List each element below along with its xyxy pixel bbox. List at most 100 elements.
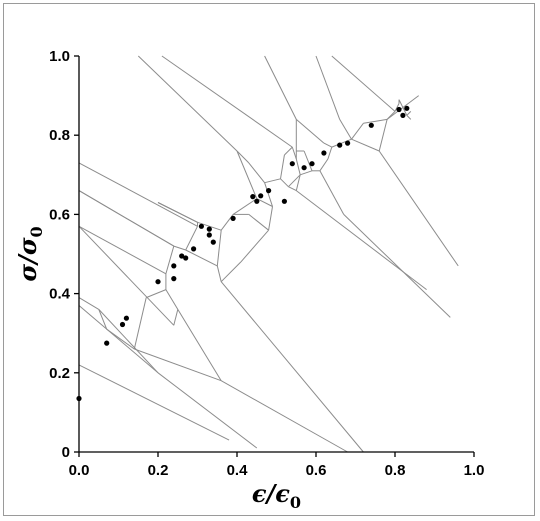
voronoi-edge bbox=[78, 162, 198, 227]
voronoi-edge bbox=[98, 309, 159, 374]
voronoi-edge bbox=[331, 138, 352, 148]
voronoi-edge bbox=[173, 309, 179, 326]
voronoi-edge bbox=[319, 170, 345, 215]
data-points bbox=[76, 105, 410, 402]
voronoi-edge bbox=[232, 198, 258, 215]
voronoi-edge bbox=[216, 265, 222, 282]
voronoi-edge bbox=[319, 158, 329, 172]
data-point bbox=[191, 246, 197, 252]
voronoi-edge bbox=[161, 55, 293, 148]
voronoi-edge bbox=[351, 138, 380, 152]
data-point bbox=[404, 105, 410, 111]
data-point bbox=[76, 395, 82, 402]
data-point bbox=[309, 161, 315, 167]
voronoi-edge bbox=[264, 178, 281, 184]
voronoi-edge bbox=[157, 202, 198, 223]
voronoi-edge bbox=[386, 95, 420, 120]
voronoi-edge bbox=[137, 55, 238, 152]
data-point bbox=[368, 122, 374, 128]
chart-frame bbox=[3, 3, 535, 516]
voronoi-edge bbox=[264, 182, 273, 207]
voronoi-edge bbox=[78, 364, 230, 441]
x-tick-label: 0.0 bbox=[69, 462, 90, 479]
voronoi-edge bbox=[394, 103, 400, 112]
data-point bbox=[104, 340, 110, 346]
voronoi-edge bbox=[378, 119, 388, 152]
voronoi-edge bbox=[177, 309, 222, 381]
voronoi-edge bbox=[157, 372, 258, 449]
voronoi-edge bbox=[216, 230, 222, 266]
voronoi-edge bbox=[173, 245, 186, 251]
voronoi-edge bbox=[406, 115, 412, 120]
voronoi-edge bbox=[98, 309, 108, 330]
voronoi-edge bbox=[165, 289, 179, 310]
data-point bbox=[230, 215, 236, 221]
y-tick-label: 0.6 bbox=[49, 206, 70, 223]
voronoi-edge bbox=[248, 214, 269, 231]
voronoi-edge bbox=[78, 225, 175, 326]
voronoi-edge bbox=[343, 214, 451, 318]
x-tick-label: 0.4 bbox=[227, 462, 249, 479]
voronoi-edge bbox=[236, 150, 250, 164]
data-point bbox=[400, 112, 406, 118]
data-point bbox=[250, 194, 256, 200]
data-point bbox=[179, 253, 185, 259]
voronoi-edge bbox=[280, 154, 285, 179]
data-point bbox=[345, 140, 351, 146]
data-point bbox=[266, 188, 272, 194]
voronoi-edge bbox=[303, 150, 313, 171]
voronoi-edge bbox=[165, 245, 175, 274]
data-point bbox=[210, 239, 216, 245]
data-point bbox=[254, 198, 260, 204]
voronoi-edge bbox=[220, 380, 348, 453]
voronoi-edge bbox=[78, 190, 175, 247]
voronoi-edge bbox=[327, 146, 333, 160]
x-tick-label: 0.6 bbox=[306, 462, 327, 479]
voronoi-edge bbox=[134, 348, 222, 382]
data-point bbox=[119, 321, 126, 328]
voronoi-edge bbox=[331, 55, 396, 112]
voronoi-cell-edges bbox=[78, 55, 459, 453]
voronoi-edge bbox=[284, 146, 293, 156]
voronoi-edge bbox=[78, 225, 167, 275]
y-tick-label: 0.4 bbox=[49, 286, 71, 303]
data-point bbox=[281, 198, 287, 204]
data-point bbox=[206, 232, 212, 238]
voronoi-edge bbox=[315, 55, 341, 120]
data-point bbox=[301, 165, 307, 171]
voronoi-edge bbox=[185, 226, 198, 251]
voronoi-edge bbox=[295, 158, 301, 175]
y-tick-label: 0 bbox=[62, 444, 70, 461]
voronoi-edge bbox=[248, 162, 265, 184]
voronoi-edge bbox=[300, 170, 313, 176]
voronoi-edge bbox=[78, 305, 159, 374]
x-axis-label: ϵ/ϵ0 bbox=[252, 479, 301, 512]
voronoi-edge bbox=[197, 221, 222, 231]
data-point bbox=[155, 279, 161, 285]
voronoi-edge bbox=[295, 174, 301, 191]
voronoi-edge bbox=[351, 123, 364, 140]
voronoi-edge bbox=[220, 281, 364, 453]
data-point bbox=[258, 193, 264, 199]
data-point bbox=[198, 223, 204, 229]
x-tick-label: 0.2 bbox=[148, 462, 169, 479]
voronoi-edge bbox=[78, 297, 100, 310]
voronoi-edge bbox=[236, 150, 258, 199]
voronoi-edge bbox=[295, 190, 427, 290]
data-point bbox=[337, 142, 343, 148]
voronoi-edge bbox=[185, 249, 218, 267]
voronoi-edge bbox=[264, 55, 297, 120]
data-point bbox=[289, 161, 295, 167]
voronoi-edge bbox=[106, 328, 135, 350]
voronoi-edge bbox=[378, 150, 459, 267]
data-point bbox=[206, 226, 212, 232]
x-tick-label: 0.8 bbox=[385, 462, 406, 479]
voronoi-edge bbox=[323, 142, 333, 148]
voronoi-edge bbox=[268, 206, 273, 231]
data-point bbox=[183, 255, 189, 261]
voronoi-edge bbox=[406, 111, 412, 116]
data-point bbox=[123, 315, 129, 321]
axes bbox=[78, 56, 474, 453]
voronoi-edge bbox=[133, 297, 147, 350]
